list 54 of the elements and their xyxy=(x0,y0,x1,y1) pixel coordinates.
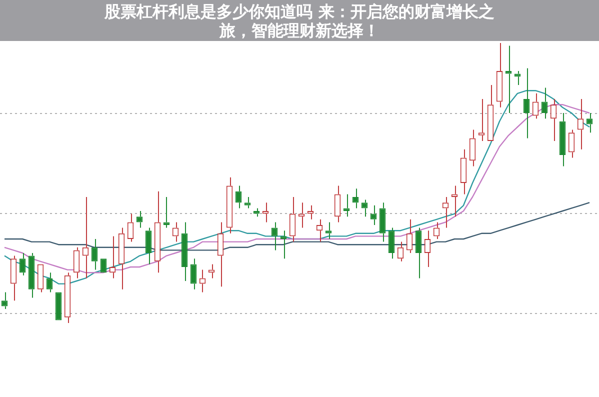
candlestick xyxy=(406,218,413,254)
candlestick xyxy=(19,252,26,276)
candlestick xyxy=(118,227,125,290)
candlestick xyxy=(262,202,269,223)
candlestick xyxy=(226,176,233,234)
candlestick xyxy=(325,222,332,240)
candlestick xyxy=(577,98,584,150)
candlestick xyxy=(136,210,143,228)
candlestick xyxy=(127,213,134,242)
candlestick xyxy=(379,202,386,242)
candlestick xyxy=(541,87,548,120)
candlestick xyxy=(244,196,251,209)
candlestick xyxy=(496,42,503,108)
candlestick xyxy=(37,264,44,293)
candlestick xyxy=(280,230,287,260)
candlestick xyxy=(559,112,566,167)
candlestick xyxy=(424,230,431,268)
candlestick xyxy=(154,190,161,274)
candlestick xyxy=(343,194,350,218)
candlestick xyxy=(73,246,80,279)
candlestick xyxy=(181,222,188,282)
candlestick xyxy=(397,241,404,262)
chart-title: 股票杠杆利息是多少你知道吗 来：开启您的财富增长之旅，智能理财新选择！ xyxy=(0,0,599,41)
candlestick xyxy=(1,292,8,310)
candlestick xyxy=(370,204,377,226)
candlestick xyxy=(91,238,98,270)
candlestick xyxy=(568,129,575,158)
candlestick xyxy=(415,227,422,279)
candlestick xyxy=(307,204,314,220)
candlestick xyxy=(361,199,368,218)
candlestick xyxy=(460,148,467,195)
candlestick xyxy=(64,272,71,324)
candlestick xyxy=(487,84,494,141)
candlestick xyxy=(532,92,539,120)
candlestick xyxy=(145,227,152,265)
candlestick xyxy=(451,185,458,218)
candlestick xyxy=(334,185,341,223)
candlestick xyxy=(163,196,170,228)
candlestick xyxy=(505,45,512,114)
candlestick xyxy=(253,208,260,218)
candlestick xyxy=(10,255,17,302)
candlestick xyxy=(586,112,593,134)
candlestick xyxy=(289,196,296,242)
candlestick xyxy=(523,68,530,139)
candlestick xyxy=(217,222,224,288)
candlestick xyxy=(28,252,35,298)
candlestick xyxy=(469,129,476,167)
candlestick xyxy=(550,98,557,142)
candlestick xyxy=(388,227,395,260)
candlestick xyxy=(352,188,359,209)
candlestick xyxy=(46,272,53,293)
candlestick xyxy=(235,185,242,209)
candlestick xyxy=(478,98,485,142)
candlestick xyxy=(190,258,197,290)
